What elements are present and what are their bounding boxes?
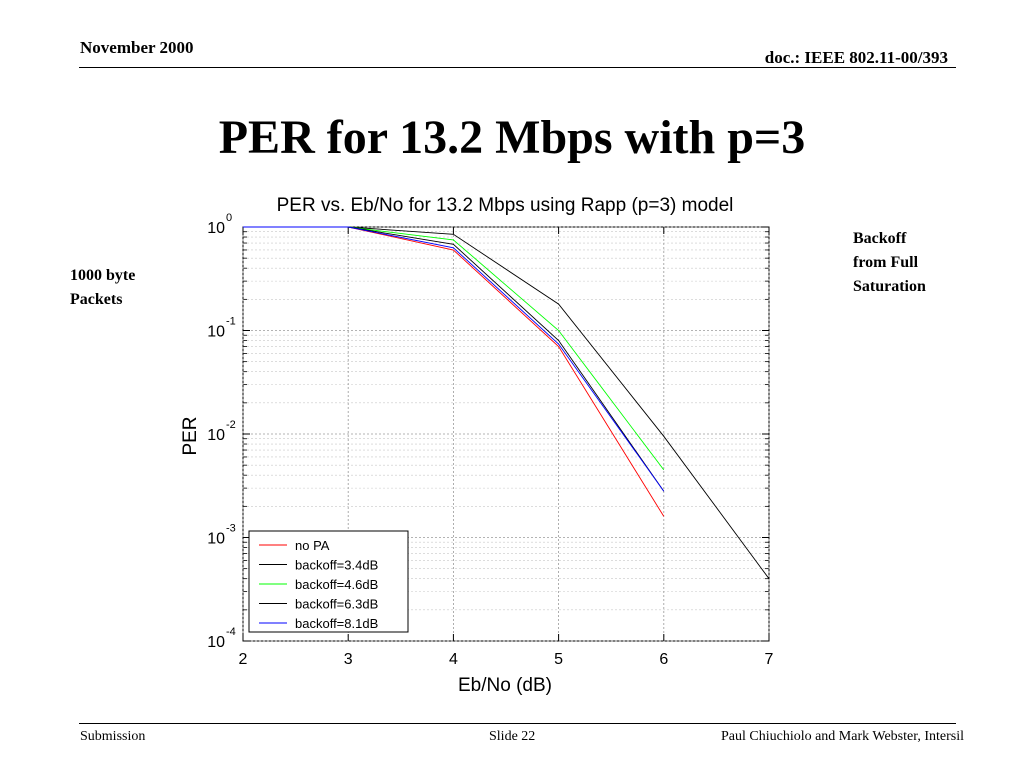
footer-left: Submission (80, 729, 146, 744)
x-tick-label: 4 (449, 651, 458, 668)
footer-slide-number: Slide 22 (489, 729, 536, 744)
left-note-line: Packets (70, 291, 123, 308)
y-tick-label: 10 (207, 531, 225, 548)
left-note-line: 1000 byte (70, 267, 136, 284)
legend-label: backoff=6.3dB (295, 597, 378, 612)
y-tick-label: 10 (207, 427, 225, 444)
y-tick-exponent: 0 (226, 212, 232, 224)
y-tick-label: 10 (207, 324, 225, 341)
legend-label: backoff=8.1dB (295, 616, 378, 631)
x-tick-label: 2 (239, 651, 248, 668)
legend-label: backoff=4.6dB (295, 577, 378, 592)
y-tick-exponent: -4 (226, 626, 236, 638)
header-divider (79, 67, 956, 68)
x-tick-label: 6 (659, 651, 668, 668)
y-axis-label: PER (180, 416, 201, 455)
header-date: November 2000 (80, 38, 194, 57)
chart-title: PER vs. Eb/No for 13.2 Mbps using Rapp (… (277, 195, 734, 216)
x-tick-label: 3 (344, 651, 353, 668)
y-tick-label: 10 (207, 634, 225, 651)
series-line (243, 226, 665, 492)
x-tick-label: 5 (554, 651, 563, 668)
legend-label: no PA (295, 538, 330, 553)
y-tick-label: 10 (207, 220, 225, 237)
x-tick-label: 7 (765, 651, 774, 668)
x-axis-label: Eb/No (dB) (458, 675, 552, 696)
left-note: 1000 byte Packets (70, 264, 190, 312)
y-tick-exponent: -3 (226, 523, 236, 535)
right-note-line: Backoff (853, 230, 907, 247)
right-note: Backoff from Full Saturation (853, 227, 973, 299)
header-doc-id: doc.: IEEE 802.11-00/393 (764, 48, 948, 67)
slide-title: PER for 13.2 Mbps with p=3 (218, 111, 806, 164)
footer-authors: Paul Chiuchiolo and Mark Webster, Inters… (720, 729, 964, 744)
y-tick-exponent: -1 (226, 316, 236, 328)
y-tick-exponent: -2 (226, 419, 236, 431)
right-note-line: Saturation (853, 278, 926, 295)
legend-label: backoff=3.4dB (295, 558, 378, 573)
legend-box (248, 530, 409, 633)
right-note-line: from Full (853, 254, 919, 271)
footer-divider (79, 723, 956, 724)
